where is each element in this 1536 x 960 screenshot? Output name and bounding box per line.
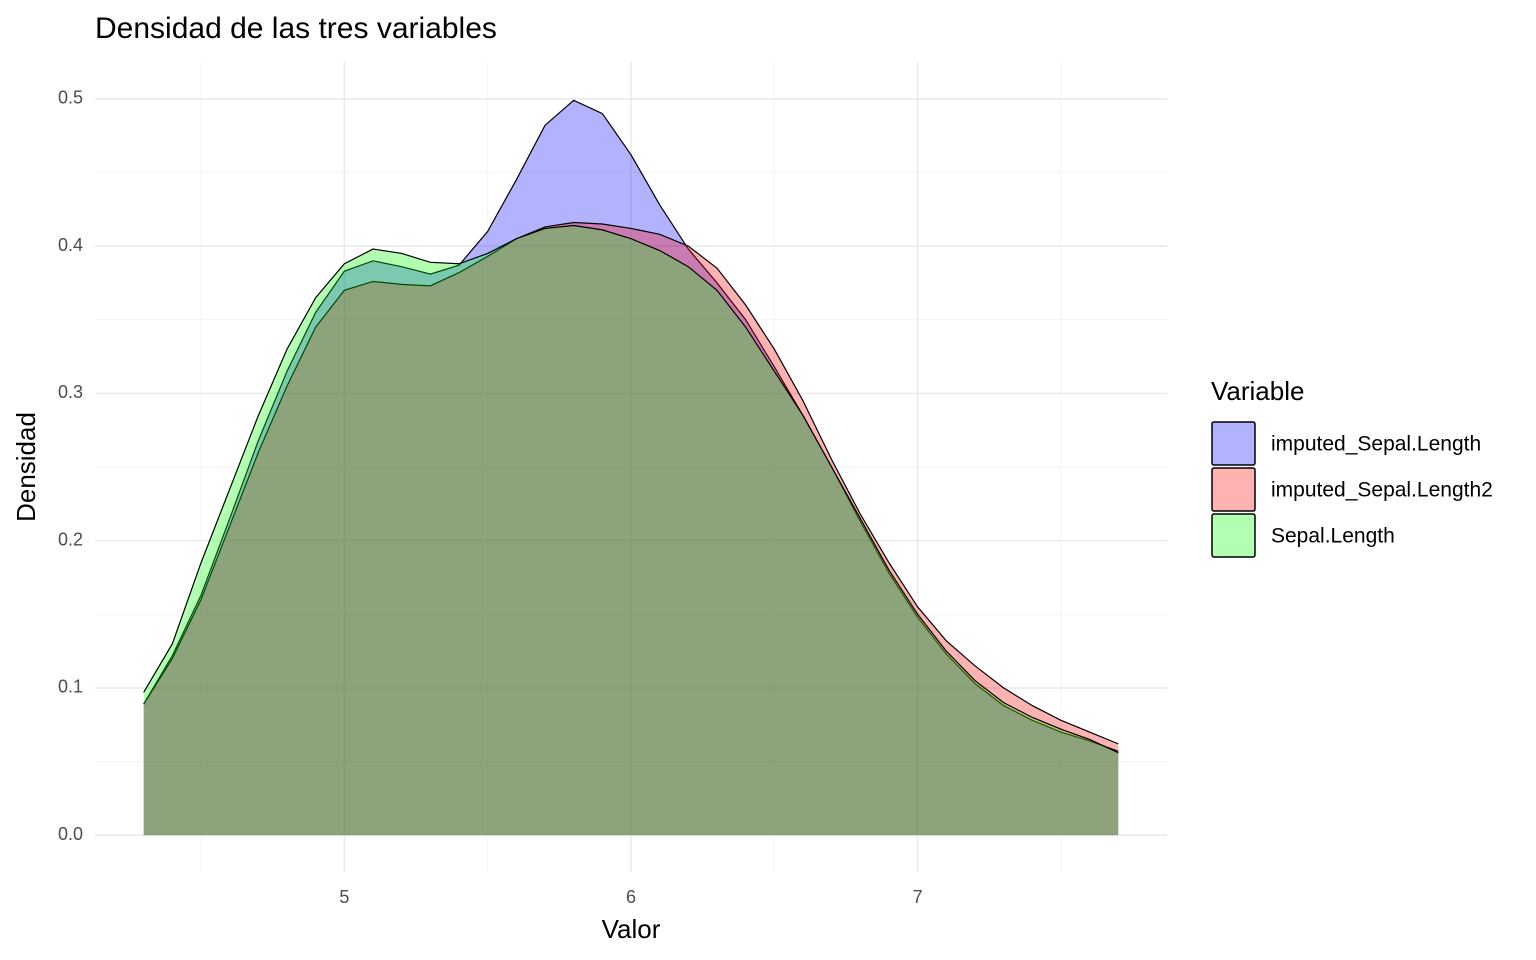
areas: [143, 99, 1119, 836]
y-tick-label: 0.5: [58, 88, 83, 108]
legend-label: Sepal.Length: [1271, 525, 1395, 548]
chart-title: Densidad de las tres variables: [95, 12, 497, 45]
legend-key: [1211, 467, 1256, 512]
grid: [95, 62, 1167, 872]
y-tick-label: 0.1: [58, 677, 83, 697]
legend-label: imputed_Sepal.Length: [1271, 433, 1481, 456]
y-tick-label: 0.0: [58, 824, 83, 844]
legend-label: imputed_Sepal.Length2: [1271, 479, 1493, 502]
x-tick-label: 7: [913, 887, 923, 907]
density-line: [143, 224, 1119, 754]
density-area: [143, 100, 1119, 836]
y-axis-label: Densidad: [11, 412, 41, 522]
legend-key: [1211, 421, 1256, 466]
density-line: [143, 99, 1119, 752]
y-tick-label: 0.4: [58, 235, 83, 255]
legend-key: [1211, 513, 1256, 558]
y-tick-label: 0.3: [58, 382, 83, 402]
legend-title: Variable: [1211, 376, 1304, 406]
y-tick-label: 0.2: [58, 529, 83, 549]
x-axis-label: Valor: [602, 914, 661, 944]
x-tick-label: 6: [626, 887, 636, 907]
density-area: [143, 225, 1119, 836]
legend: imputed_Sepal.Length imputed_Sepal.Length…: [1211, 421, 1493, 558]
density-line: [143, 221, 1119, 745]
density-area: [143, 222, 1119, 836]
x-tick-label: 5: [339, 887, 349, 907]
